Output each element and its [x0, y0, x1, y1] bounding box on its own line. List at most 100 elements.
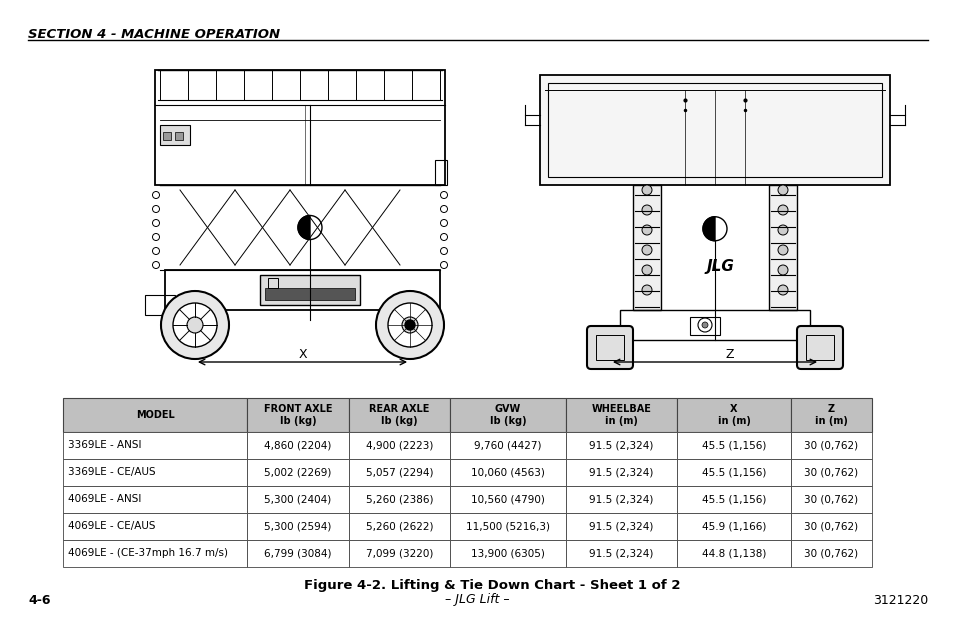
Bar	[349, 398, 450, 432]
Text: 3121220: 3121220	[872, 593, 927, 606]
Text: Z: Z	[827, 404, 834, 414]
Text: 13,900 (6305): 13,900 (6305)	[471, 549, 544, 559]
Text: 30 (0,762): 30 (0,762)	[803, 522, 858, 531]
Bar	[265, 288, 355, 300]
Circle shape	[161, 291, 229, 359]
Bar	[247, 540, 349, 567]
Text: in (m): in (m)	[717, 416, 750, 426]
Bar	[63, 459, 247, 486]
Bar	[768, 185, 796, 310]
Text: 9,760 (4427): 9,760 (4427)	[474, 441, 541, 451]
FancyBboxPatch shape	[586, 326, 633, 369]
Bar	[268, 278, 277, 288]
Bar	[790, 398, 871, 432]
Bar	[165, 270, 439, 310]
Bar	[63, 513, 247, 540]
Bar	[565, 432, 677, 459]
Text: in (m): in (m)	[814, 416, 847, 426]
Circle shape	[388, 303, 432, 347]
Bar	[689, 317, 720, 335]
Text: 91.5 (2,324): 91.5 (2,324)	[589, 549, 653, 559]
Text: WHEELBAE: WHEELBAE	[591, 404, 651, 414]
Circle shape	[778, 285, 787, 295]
Bar	[596, 335, 623, 360]
Text: 10,060 (4563): 10,060 (4563)	[471, 467, 544, 478]
Bar	[790, 540, 871, 567]
Text: 30 (0,762): 30 (0,762)	[803, 549, 858, 559]
Bar	[450, 486, 565, 513]
Bar	[790, 459, 871, 486]
Bar	[565, 459, 677, 486]
Bar	[260, 275, 359, 305]
Bar	[805, 335, 833, 360]
Bar	[677, 513, 790, 540]
Bar	[349, 459, 450, 486]
Polygon shape	[702, 217, 714, 241]
Bar	[63, 486, 247, 513]
Text: 45.5 (1,156): 45.5 (1,156)	[701, 494, 765, 504]
Bar	[547, 83, 882, 177]
Text: lb (kg): lb (kg)	[489, 416, 526, 426]
Text: 91.5 (2,324): 91.5 (2,324)	[589, 522, 653, 531]
Bar	[247, 398, 349, 432]
Text: 91.5 (2,324): 91.5 (2,324)	[589, 494, 653, 504]
Text: 5,300 (2594): 5,300 (2594)	[264, 522, 332, 531]
Bar	[247, 432, 349, 459]
Bar	[63, 540, 247, 567]
Text: FRONT AXLE: FRONT AXLE	[264, 404, 332, 414]
Bar	[619, 310, 809, 340]
Bar	[349, 513, 450, 540]
Bar	[565, 398, 677, 432]
Bar	[63, 432, 247, 459]
Circle shape	[641, 185, 651, 195]
Text: 5,002 (2269): 5,002 (2269)	[264, 467, 332, 478]
Bar	[145, 295, 174, 315]
Circle shape	[641, 265, 651, 275]
Circle shape	[778, 245, 787, 255]
Bar	[435, 160, 447, 185]
Text: MODEL: MODEL	[135, 410, 174, 420]
Circle shape	[641, 245, 651, 255]
Text: 4,900 (2223): 4,900 (2223)	[365, 441, 433, 451]
Bar	[247, 486, 349, 513]
Text: 30 (0,762): 30 (0,762)	[803, 441, 858, 451]
Circle shape	[172, 303, 216, 347]
Bar	[163, 132, 171, 140]
Bar	[450, 540, 565, 567]
FancyBboxPatch shape	[796, 326, 842, 369]
Bar	[450, 513, 565, 540]
Bar	[790, 513, 871, 540]
Text: X: X	[729, 404, 737, 414]
Bar	[677, 459, 790, 486]
Text: 4069LE - CE/AUS: 4069LE - CE/AUS	[68, 522, 155, 531]
Text: 3369LE - ANSI: 3369LE - ANSI	[68, 441, 141, 451]
Text: JLG: JLG	[705, 259, 733, 274]
Text: 4-6: 4-6	[28, 593, 51, 606]
Text: REAR AXLE: REAR AXLE	[369, 404, 429, 414]
Bar	[450, 432, 565, 459]
Bar	[677, 486, 790, 513]
Bar	[450, 398, 565, 432]
Bar	[450, 459, 565, 486]
Text: 6,799 (3084): 6,799 (3084)	[264, 549, 332, 559]
Text: 91.5 (2,324): 91.5 (2,324)	[589, 441, 653, 451]
Text: Figure 4-2. Lifting & Tie Down Chart - Sheet 1 of 2: Figure 4-2. Lifting & Tie Down Chart - S…	[303, 578, 679, 591]
Text: 7,099 (3220): 7,099 (3220)	[365, 549, 433, 559]
Text: 45.5 (1,156): 45.5 (1,156)	[701, 467, 765, 478]
Bar	[63, 398, 247, 432]
Bar	[790, 486, 871, 513]
Bar	[539, 75, 889, 185]
Bar	[677, 398, 790, 432]
Text: 4,860 (2204): 4,860 (2204)	[264, 441, 332, 451]
Text: 30 (0,762): 30 (0,762)	[803, 494, 858, 504]
Text: 5,057 (2294): 5,057 (2294)	[365, 467, 433, 478]
Text: 5,260 (2622): 5,260 (2622)	[365, 522, 433, 531]
Text: 3369LE - CE/AUS: 3369LE - CE/AUS	[68, 467, 155, 478]
Text: 5,300 (2404): 5,300 (2404)	[264, 494, 332, 504]
Bar	[565, 540, 677, 567]
Text: GVW: GVW	[495, 404, 520, 414]
Bar	[160, 125, 190, 145]
Text: 30 (0,762): 30 (0,762)	[803, 467, 858, 478]
Circle shape	[701, 322, 707, 328]
Circle shape	[641, 225, 651, 235]
